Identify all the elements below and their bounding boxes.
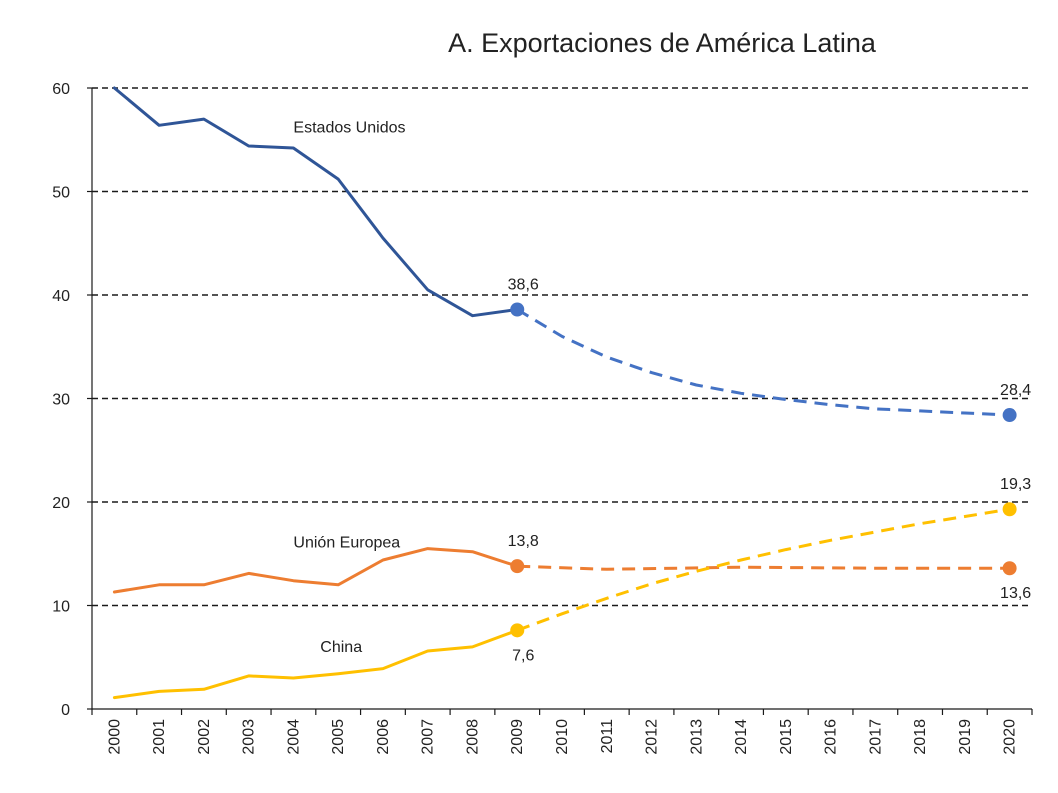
series-line-0 <box>112 86 519 318</box>
chart-title: A. Exportaciones de América Latina <box>448 28 877 58</box>
y-axis: 0 10 20 30 40 50 60 <box>52 81 93 719</box>
x-tick-label-2008: 2008 <box>464 719 481 755</box>
x-tick-label-2002: 2002 <box>196 719 213 755</box>
gridlines <box>92 87 1032 607</box>
x-tick-label-2005: 2005 <box>330 719 347 755</box>
series-line-1 <box>112 547 519 594</box>
y-tick-label-20: 20 <box>52 495 70 512</box>
x-tick-label-2011: 2011 <box>599 719 616 754</box>
series-group <box>112 86 1017 700</box>
x-tick-label-2010: 2010 <box>554 719 571 755</box>
x-tick-label-2017: 2017 <box>867 719 884 755</box>
series-name-label-2: China <box>320 639 362 656</box>
series-marker-1-0 <box>510 559 525 574</box>
x-axis: 2000 2001 2002 2003 2004 2005 2006 2007 2008 2009… <box>91 708 1033 755</box>
series-marker-1-1 <box>1002 561 1017 576</box>
data-label-2-0: 7,6 <box>512 647 534 664</box>
x-tick-label-2007: 2007 <box>420 719 437 755</box>
series-projection-2 <box>516 507 1010 632</box>
x-tick-label-2018: 2018 <box>912 719 929 755</box>
series-marker-2-0 <box>510 623 525 638</box>
series-marker-0-1 <box>1002 408 1017 423</box>
data-label-1-1: 13,6 <box>1000 585 1031 602</box>
y-tick-label-60: 60 <box>52 81 70 98</box>
series-line-2 <box>112 628 519 700</box>
data-label-1-0: 13,8 <box>508 533 539 550</box>
data-label-0-1: 28,4 <box>1000 382 1031 399</box>
y-tick-label-10: 10 <box>52 599 70 616</box>
x-tick-label-2003: 2003 <box>241 719 258 755</box>
x-tick-label-2000: 2000 <box>106 719 123 755</box>
x-tick-label-2009: 2009 <box>509 719 526 755</box>
x-tick-label-2016: 2016 <box>823 719 840 755</box>
data-label-0-0: 38,6 <box>508 276 539 293</box>
data-labels: 38,6 28,4 13,8 13,6 7,6 19,3 Estados Unidos Uni… <box>293 120 1031 665</box>
x-tick-label-2014: 2014 <box>733 719 750 755</box>
x-tick-label-2019: 2019 <box>957 719 974 755</box>
y-tick-label-0: 0 <box>61 702 70 719</box>
x-tick-label-2006: 2006 <box>375 719 392 755</box>
series-name-label-1: Unión Europea <box>293 535 400 552</box>
x-tick-label-2013: 2013 <box>688 719 705 755</box>
y-tick-label-30: 30 <box>52 392 70 409</box>
x-tick-label-2012: 2012 <box>644 719 661 755</box>
x-tick-label-2004: 2004 <box>285 719 302 755</box>
data-label-2-1: 19,3 <box>1000 476 1031 493</box>
series-name-label-0: Estados Unidos <box>293 120 405 137</box>
x-tick-label-2001: 2001 <box>151 719 168 755</box>
x-tick-label-2015: 2015 <box>778 719 795 755</box>
x-tick-label-2020: 2020 <box>1002 719 1019 755</box>
series-projection-1 <box>517 564 1010 571</box>
y-tick-label-40: 40 <box>52 288 70 305</box>
y-tick-label-50: 50 <box>52 185 70 202</box>
series-projection-0 <box>516 308 1010 417</box>
series-marker-0-0 <box>510 302 525 317</box>
series-marker-2-1 <box>1002 502 1017 517</box>
